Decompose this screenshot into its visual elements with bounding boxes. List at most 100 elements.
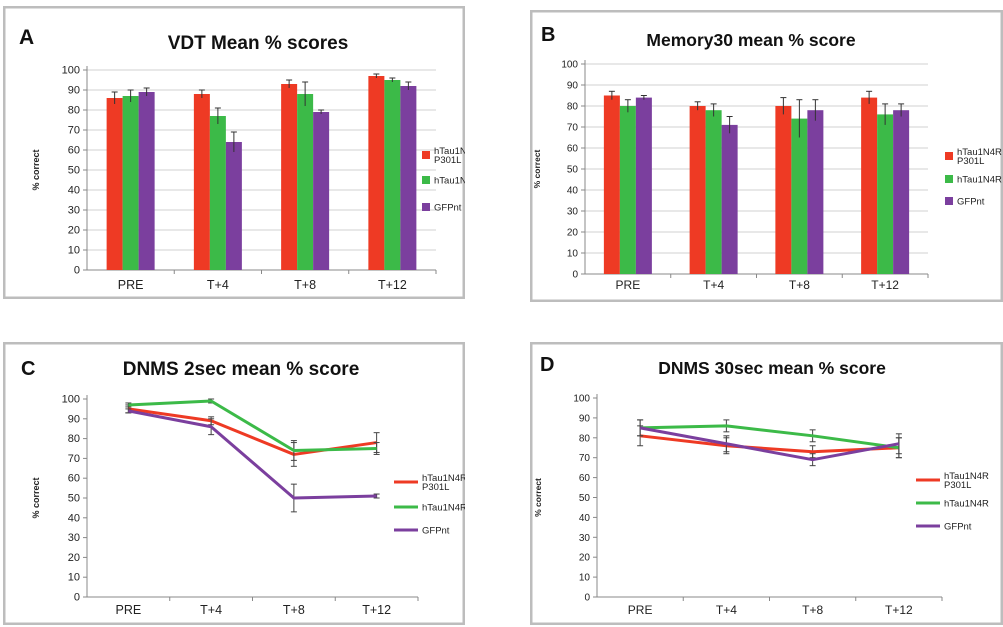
y-tick-label: 30	[68, 205, 80, 217]
y-tick-label: 90	[68, 413, 80, 425]
y-tick-label: 70	[567, 123, 579, 134]
chart-d-svg: D DNMS 30sec mean % score 0 10 20 30 40 50 60 70 8…	[530, 342, 1003, 625]
bar-3	[721, 124, 738, 275]
bar-3	[225, 142, 242, 270]
bar-1	[861, 97, 878, 274]
bar-2	[297, 94, 314, 270]
bar-3	[893, 110, 910, 274]
y-tick-label: 50	[567, 165, 579, 176]
y-tick-label: 10	[567, 249, 579, 260]
bar-3	[400, 86, 417, 270]
chart-title: Memory30 mean % score	[646, 30, 855, 50]
panel-letter: C	[21, 358, 35, 380]
x-category-label: PRE	[616, 278, 641, 292]
legend-label-1: P301L	[434, 155, 461, 166]
y-tick-label: 80	[567, 102, 579, 113]
panel-letter: B	[541, 24, 555, 46]
y-tick-label: 60	[68, 473, 80, 485]
bar-2	[877, 114, 894, 275]
y-tick-label: 30	[579, 533, 591, 544]
y-tick-label: 0	[584, 593, 590, 604]
legend-swatch-3	[422, 203, 430, 211]
y-tick-label: 70	[579, 453, 591, 464]
bar-2	[705, 110, 722, 274]
x-category-label: T+4	[716, 603, 737, 617]
legend-swatch-3	[945, 197, 953, 205]
series-line-2	[640, 424, 900, 450]
bar-2	[619, 106, 636, 274]
y-tick-label: 40	[579, 513, 591, 524]
y-tick-label: 100	[573, 394, 590, 405]
x-category-label: PRE	[116, 603, 142, 617]
legend-label-1: P301L	[944, 480, 971, 491]
chart-title: DNMS 30sec mean % score	[658, 358, 886, 378]
x-category-label: T+8	[294, 278, 316, 292]
series-line-3	[128, 409, 377, 500]
y-tick-label: 0	[572, 270, 578, 281]
chart-b-svg: B Memory30 mean % score 0 10 20 30 40 50 60 70 80 9…	[530, 10, 1003, 302]
legend-label-1: hTau1N4R	[434, 146, 465, 157]
y-tick-label: 30	[68, 532, 80, 544]
legend-label-1: hTau1N4R	[957, 147, 1002, 158]
legend-label-2: hTau1N4R	[957, 175, 1002, 186]
panel-border	[530, 10, 1003, 302]
bar-1	[281, 84, 298, 270]
bar-3	[635, 97, 652, 274]
legend-label-1: hTau1N4R	[944, 471, 989, 482]
chart-title: VDT Mean % scores	[168, 33, 349, 54]
y-tick-label: 20	[579, 553, 591, 564]
y-tick-label: 50	[68, 493, 80, 505]
bar-1	[193, 94, 210, 270]
panel-a-vdt-chart: A VDT Mean % scores 0 10 20 30 40 50 60 70 80 90 100…	[3, 6, 465, 299]
x-category-label: T+12	[362, 603, 391, 617]
panel-c-dnms2-chart: C DNMS 2sec mean % score 0 10 20 30 40 50 60 70 80…	[3, 342, 465, 625]
y-tick-label: 100	[561, 60, 578, 71]
y-tick-label: 80	[579, 433, 591, 444]
y-tick-label: 80	[68, 433, 80, 445]
x-category-label: PRE	[118, 278, 144, 292]
legend-label-2: hTau1N4R	[422, 503, 465, 514]
x-category-label: T+4	[703, 278, 724, 292]
chart-c-svg: C DNMS 2sec mean % score 0 10 20 30 40 50 60 70 80…	[3, 342, 465, 625]
bar-1	[368, 76, 385, 270]
legend-label-1: P301L	[422, 482, 449, 493]
bar-1	[689, 106, 706, 274]
legend-label-1: P301L	[957, 156, 984, 167]
legend-swatch-1	[422, 151, 430, 159]
y-tick-label: 50	[68, 165, 80, 177]
y-tick-label: 20	[68, 225, 80, 237]
y-axis-label: % correct	[31, 149, 41, 190]
y-tick-label: 60	[567, 144, 579, 155]
bar-2	[122, 96, 139, 270]
y-tick-label: 0	[74, 265, 80, 277]
y-axis-label: % correct	[533, 478, 543, 517]
bar-2	[791, 118, 808, 274]
x-category-label: T+8	[802, 603, 823, 617]
bar-1	[603, 95, 620, 274]
legend-swatch-2	[945, 175, 953, 183]
chart-title: DNMS 2sec mean % score	[123, 359, 360, 380]
y-tick-label: 30	[567, 207, 579, 218]
y-tick-label: 10	[68, 572, 80, 584]
panel-b-memory30-chart: B Memory30 mean % score 0 10 20 30 40 50 60 70 80 9…	[530, 10, 1003, 302]
y-axis-label: % correct	[31, 477, 41, 518]
series-line-3	[639, 426, 900, 462]
x-category-label: T+12	[885, 603, 913, 617]
bar-3	[313, 112, 330, 270]
bar-1	[106, 98, 123, 270]
y-tick-label: 10	[68, 245, 80, 257]
x-category-label: T+12	[871, 278, 899, 292]
legend-label-3: GFPnt	[944, 522, 972, 533]
y-tick-label: 10	[579, 573, 591, 584]
y-tick-label: 70	[68, 453, 80, 465]
legend-label-2: hTau1N4R	[434, 176, 465, 187]
panel-letter: A	[19, 26, 34, 49]
y-tick-label: 0	[74, 592, 80, 604]
legend-swatch-1	[945, 152, 953, 160]
y-tick-label: 40	[68, 185, 80, 197]
y-tick-label: 60	[579, 473, 591, 484]
legend-label-3: GFPnt	[434, 203, 462, 214]
bar-2	[209, 116, 226, 270]
x-category-label: T+8	[789, 278, 810, 292]
x-category-label: T+12	[378, 278, 407, 292]
